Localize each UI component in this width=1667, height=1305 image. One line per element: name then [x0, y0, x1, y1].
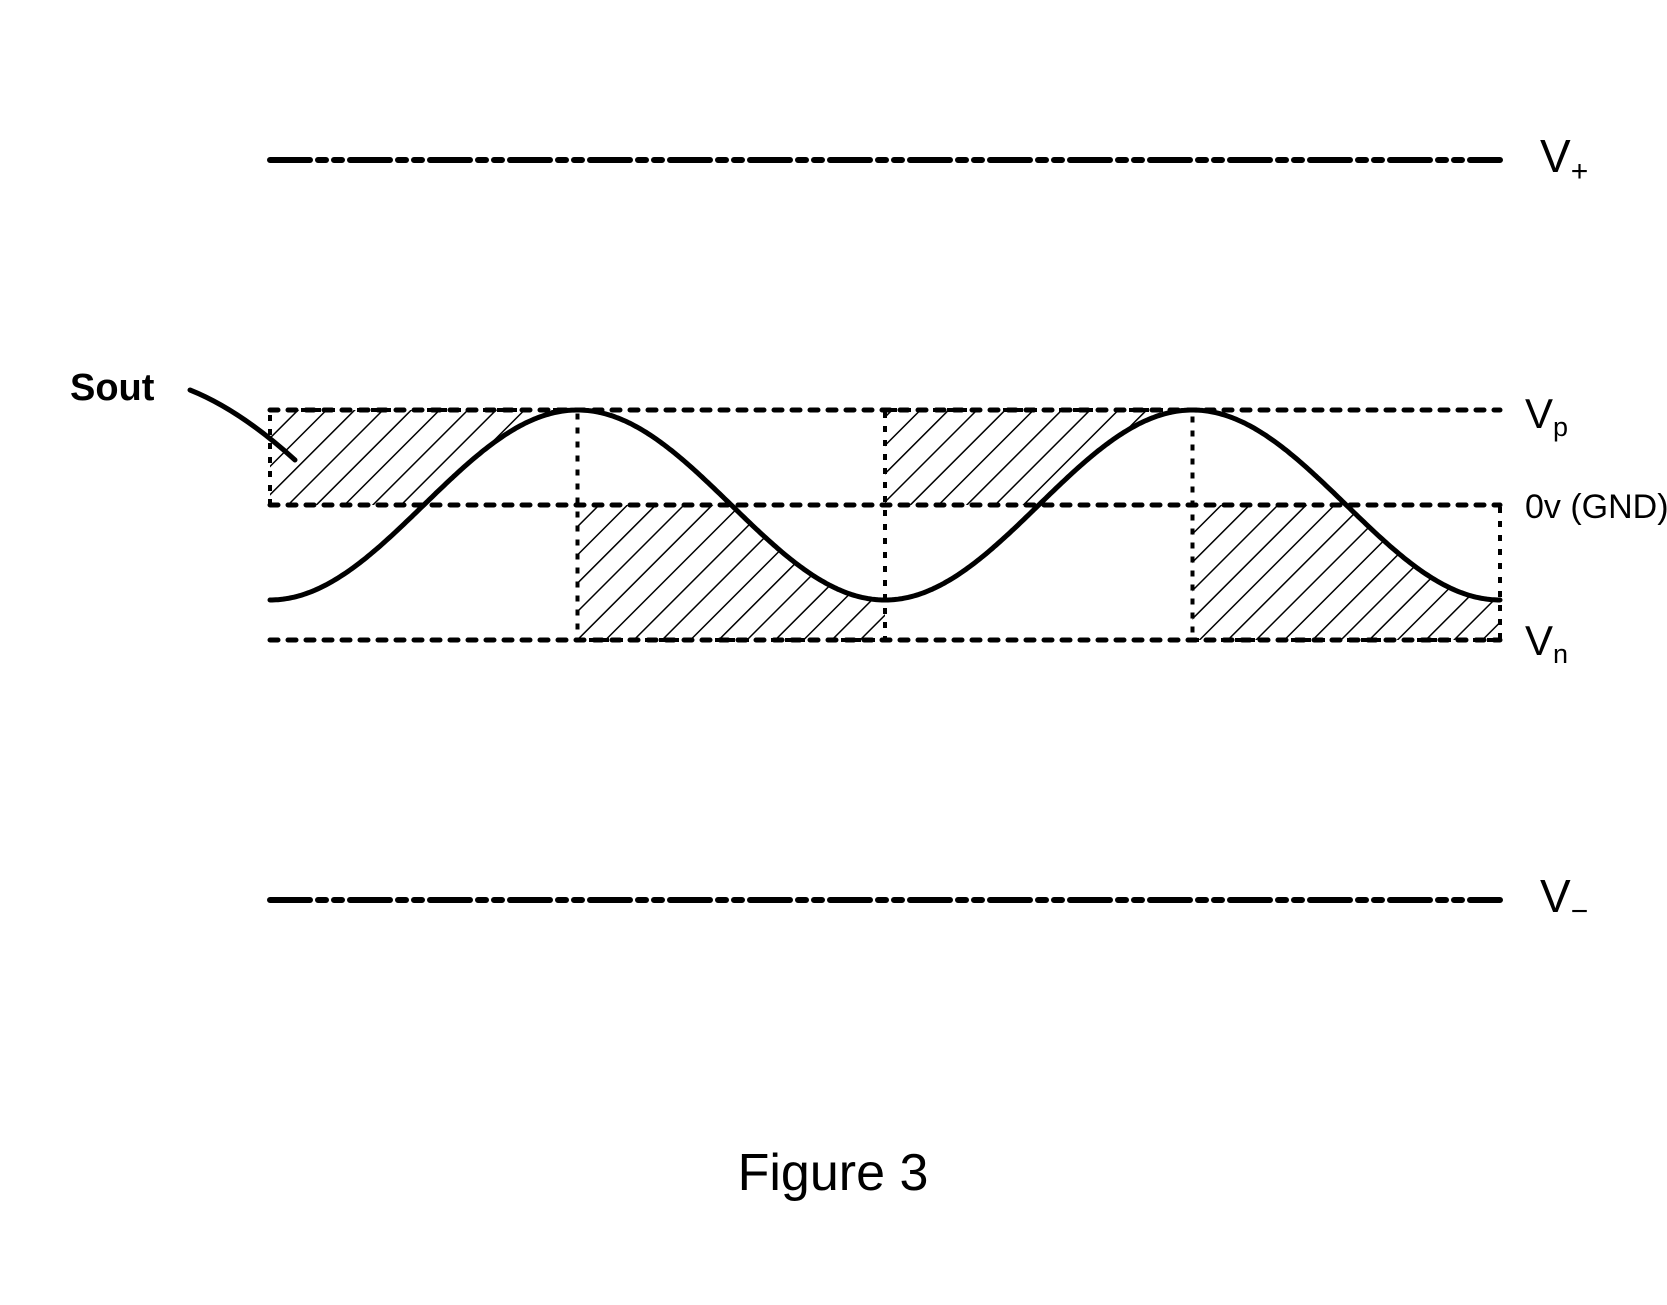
svg-text:Vn: Vn	[1525, 617, 1568, 669]
svg-text:V+: V+	[1540, 130, 1588, 188]
svg-text:Vp: Vp	[1525, 390, 1568, 442]
svg-text:Sout: Sout	[70, 367, 155, 409]
svg-text:V−: V−	[1540, 870, 1588, 928]
figure-caption: Figure 3	[738, 1144, 929, 1202]
svg-text:0v (GND): 0v (GND)	[1525, 488, 1667, 526]
